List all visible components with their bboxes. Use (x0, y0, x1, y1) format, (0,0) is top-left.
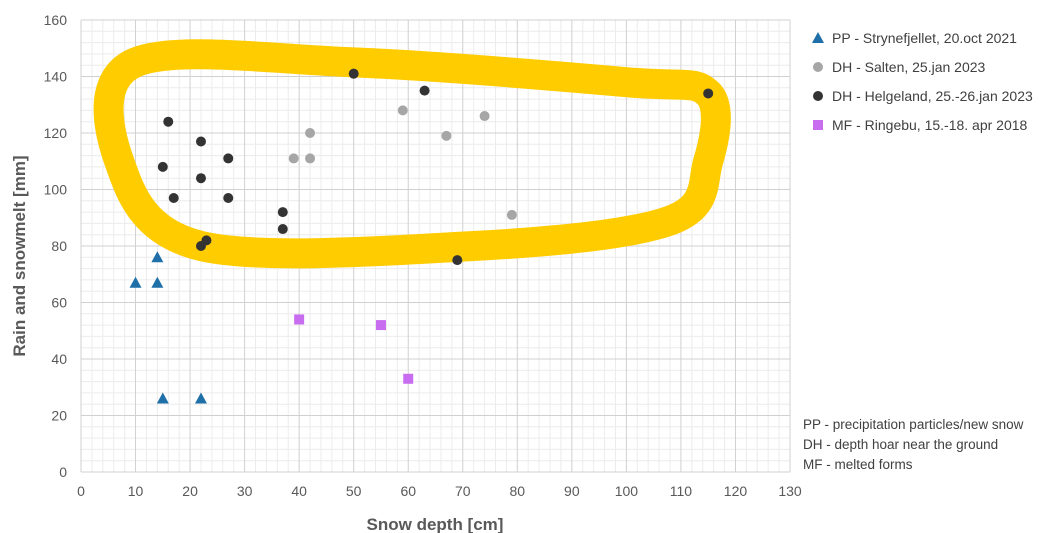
dh-helgeland-data-point (452, 255, 463, 266)
dh-helgeland-data-point (163, 116, 174, 127)
dh-helgeland-data-point (223, 192, 234, 203)
legend-marker (813, 62, 823, 72)
x-tick-label: 30 (237, 483, 253, 499)
x-tick-label: 40 (291, 483, 307, 499)
note-line: DH - depth hoar near the ground (803, 437, 998, 452)
x-tick-label: 50 (346, 483, 362, 499)
dh-salten-data-point (441, 130, 452, 141)
pp-data-point (156, 392, 169, 404)
dh-helgeland-data-point (348, 68, 359, 79)
dh-salten-data-point (305, 128, 316, 138)
dh-helgeland-data-point (195, 136, 206, 147)
x-tick-label: 110 (670, 483, 693, 499)
x-tick-label: 100 (615, 483, 639, 499)
x-tick-label: 130 (778, 483, 802, 499)
legend-marker (813, 91, 823, 101)
y-tick-label: 120 (44, 125, 68, 141)
abbreviation-notes: PP - precipitation particles/new snow DH … (803, 417, 1024, 472)
y-tick-label: 100 (44, 182, 68, 198)
y-tick-label: 80 (51, 238, 67, 254)
note-line: PP - precipitation particles/new snow (803, 417, 1024, 432)
x-tick-label: 20 (182, 483, 198, 499)
mf-data-point (403, 373, 414, 384)
dh-helgeland-data-point (168, 192, 179, 203)
mf-data-point (375, 320, 386, 331)
note-line: MF - melted forms (803, 457, 913, 472)
x-tick-label: 70 (455, 483, 471, 499)
legend-marker (813, 120, 823, 130)
dh-salten-data-point (479, 111, 490, 122)
dh-helgeland-data-point (277, 224, 288, 235)
x-tick-label: 90 (564, 483, 580, 499)
x-axis-ticks: 0 10 20 30 40 50 60 70 80 90 100 110 120 130 (77, 483, 802, 499)
y-tick-label: 0 (59, 464, 67, 480)
y-tick-label: 60 (51, 295, 67, 311)
legend-marker (812, 32, 824, 43)
y-tick-label: 140 (44, 69, 68, 85)
x-tick-label: 10 (128, 483, 144, 499)
pp-data-point (194, 392, 207, 404)
y-tick-label: 40 (51, 351, 67, 367)
legend-label: DH - Salten, 25.jan 2023 (832, 59, 986, 75)
dh-helgeland-data-point (277, 207, 288, 218)
legend-label: PP - Strynefjellet, 20.oct 2021 (832, 30, 1017, 46)
pp-data-point (151, 251, 164, 263)
dh-salten-data-point (288, 153, 299, 164)
mf-data-point (294, 314, 305, 325)
dh-helgeland-data-point (157, 161, 168, 172)
pp-data-point (151, 276, 164, 288)
dh-salten-data-point (506, 209, 517, 220)
y-tick-label: 20 (51, 408, 67, 424)
y-tick-label: 160 (44, 12, 68, 28)
data-points (129, 68, 714, 404)
legend-label: DH - Helgeland, 25.-26.jan 2023 (832, 88, 1033, 104)
legend: PP - Strynefjellet, 20.oct 2021 DH - Salt… (812, 30, 1033, 133)
x-tick-label: 80 (510, 483, 526, 499)
pp-data-point (129, 276, 142, 288)
x-tick-label: 0 (77, 483, 85, 499)
x-axis-title: Snow depth [cm] (367, 515, 504, 533)
dh-helgeland-data-point (703, 88, 714, 99)
x-tick-label: 60 (400, 483, 416, 499)
y-axis-ticks: 0 20 40 60 80 100 120 140 160 (44, 12, 68, 480)
dh-helgeland-data-point (223, 153, 234, 164)
dh-salten-data-point (397, 105, 408, 116)
dh-salten-data-point (305, 153, 316, 164)
legend-label: MF - Ringebu, 15.-18. apr 2018 (832, 117, 1028, 133)
dh-helgeland-data-point (201, 235, 212, 246)
y-axis-title: Rain and snowmelt [mm] (10, 155, 29, 356)
x-tick-label: 120 (724, 483, 748, 499)
dh-helgeland-data-point (195, 173, 206, 184)
highlight-loop (93, 39, 731, 269)
dh-helgeland-data-point (419, 85, 430, 96)
